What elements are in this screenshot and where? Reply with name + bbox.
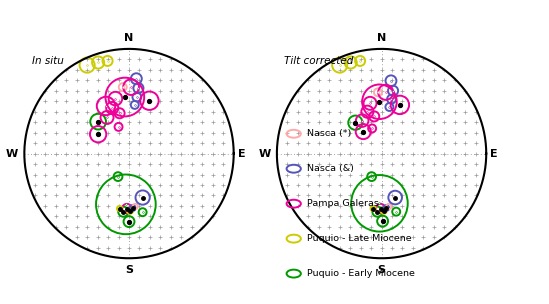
Text: N: N xyxy=(125,33,133,43)
Text: S: S xyxy=(125,264,133,275)
Text: E: E xyxy=(490,149,498,159)
Text: Nasca (*): Nasca (*) xyxy=(307,129,352,138)
Text: Pampa Galeras: Pampa Galeras xyxy=(307,199,379,208)
Text: Nasca (&): Nasca (&) xyxy=(307,164,354,173)
Text: Puquio - Late Miocene: Puquio - Late Miocene xyxy=(307,234,412,243)
Text: Tilt corrected: Tilt corrected xyxy=(284,56,354,66)
Text: N: N xyxy=(377,33,386,43)
Text: E: E xyxy=(238,149,245,159)
Text: In situ: In situ xyxy=(32,56,64,66)
Text: S: S xyxy=(378,264,385,275)
Text: Puquio - Early Miocene: Puquio - Early Miocene xyxy=(307,269,415,278)
Text: W: W xyxy=(6,149,18,159)
Text: W: W xyxy=(259,149,271,159)
